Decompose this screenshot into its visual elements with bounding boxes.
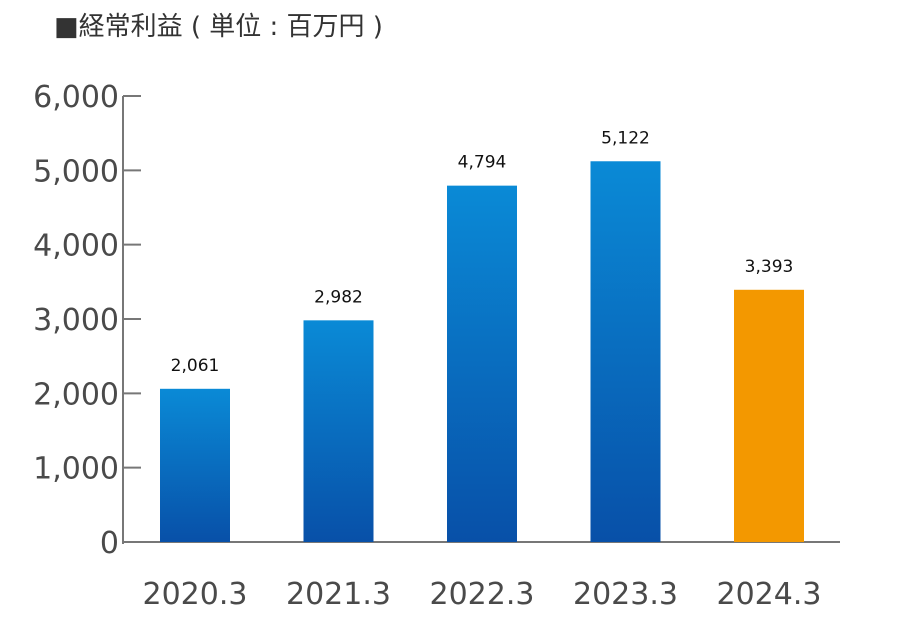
bar-2024-3 (734, 289, 804, 542)
data-label: 4,794 (458, 153, 507, 173)
x-tick-label: 2024.3 (717, 577, 822, 612)
y-tick-label: 5,000 (33, 154, 119, 189)
data-label: 5,122 (601, 128, 650, 148)
x-tick-label: 2022.3 (430, 577, 535, 612)
data-label: 3,393 (745, 257, 794, 277)
chart-title: ■経常利益 ( 単位 : 百万円 ) (54, 12, 383, 42)
y-tick-label: 4,000 (33, 229, 119, 264)
y-tick-label: 1,000 (33, 452, 119, 487)
bars (160, 161, 804, 543)
x-tick-label: 2020.3 (143, 577, 248, 612)
bar-2023-3 (590, 161, 661, 543)
y-tick-label: 0 (100, 526, 119, 561)
x-tick-label: 2023.3 (573, 577, 678, 612)
bar-2021-3 (303, 320, 374, 542)
y-tick-label: 6,000 (33, 80, 119, 115)
bar-2020-3 (160, 388, 230, 542)
data-label: 2,982 (314, 287, 363, 307)
y-tick-label: 2,000 (33, 377, 119, 412)
bar-2022-3 (447, 185, 517, 542)
data-label: 2,061 (171, 356, 220, 376)
x-tick-label: 2021.3 (286, 577, 391, 612)
y-tick-label: 3,000 (33, 303, 119, 338)
axes: 0 1,000 2,000 3,000 4,000 5,000 6,000 (33, 80, 840, 561)
labels: 2,061 2020.3 2,982 2021.3 4,794 2022.3 5,122 20… (143, 128, 822, 612)
